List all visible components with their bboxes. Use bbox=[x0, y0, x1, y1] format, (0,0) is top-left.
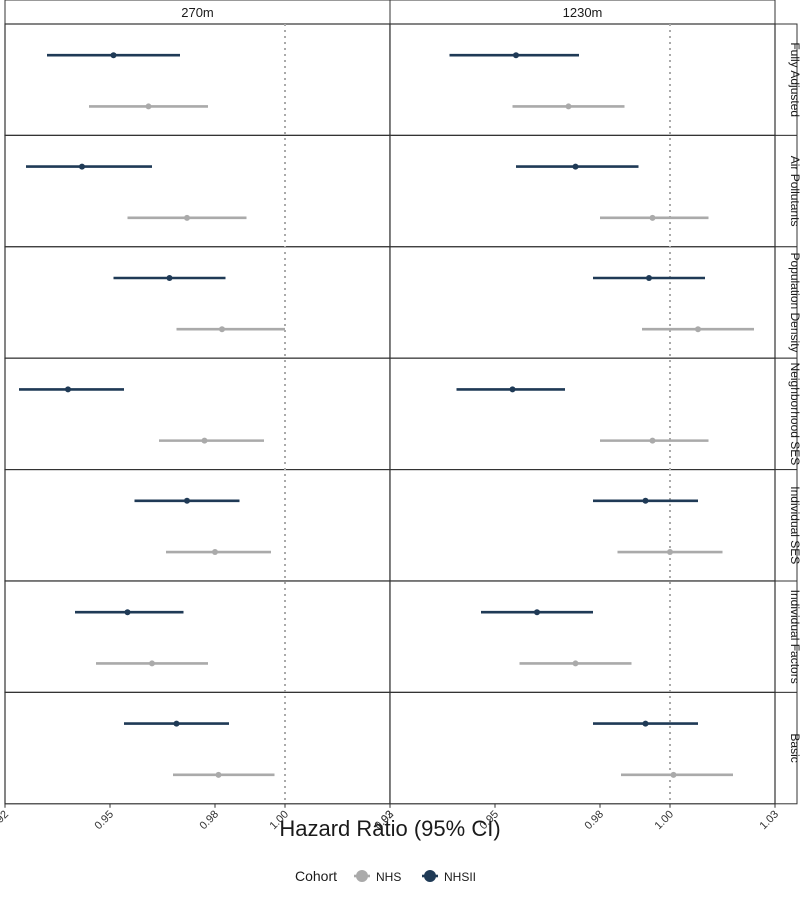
column-strip-label: 270m bbox=[181, 5, 214, 20]
row-strip-label: Air Pollutants bbox=[788, 156, 800, 227]
point-nhs bbox=[149, 660, 155, 667]
point-nhs bbox=[215, 771, 222, 778]
x-tick-label: 0.98 bbox=[582, 808, 606, 832]
point-nhs bbox=[201, 437, 208, 444]
panel-border bbox=[4, 691, 391, 805]
point-nhsii bbox=[65, 386, 71, 393]
point-nhs bbox=[649, 214, 656, 221]
legend-label: NHS bbox=[376, 870, 401, 884]
point-nhsii bbox=[166, 274, 173, 281]
x-tick-label: 0.98 bbox=[197, 808, 221, 832]
panel-border bbox=[4, 23, 391, 137]
column-strip-0 bbox=[4, 0, 391, 25]
x-tick-label: 0.95 bbox=[92, 808, 116, 832]
point-nhsii bbox=[513, 52, 519, 59]
column-strip-label: 1230m bbox=[563, 5, 603, 20]
x-tick-label: 1.03 bbox=[757, 808, 781, 832]
legend-title: Cohort bbox=[295, 868, 337, 884]
panel-border bbox=[4, 357, 391, 471]
point-nhs bbox=[212, 549, 218, 556]
point-nhsii bbox=[173, 720, 180, 727]
legend-key-point bbox=[356, 870, 368, 882]
x-tick-label: 1.00 bbox=[652, 808, 676, 832]
point-nhsii bbox=[509, 386, 516, 393]
point-nhsii bbox=[572, 163, 579, 170]
point-nhs bbox=[572, 660, 579, 667]
panel-border bbox=[389, 134, 776, 248]
legend: Cohort NHS NHSII bbox=[295, 868, 476, 884]
point-nhsii bbox=[642, 720, 649, 727]
row-strip-label: Population Density bbox=[788, 252, 800, 352]
point-nhs bbox=[670, 771, 677, 778]
panel-grid: 270m 1230m Fully Adjusted Air Pollutants Pop… bbox=[0, 0, 800, 832]
panel-border bbox=[4, 134, 391, 248]
row-strip-label: Basic bbox=[788, 733, 800, 762]
point-nhsii bbox=[79, 163, 85, 170]
panel-border bbox=[389, 691, 776, 805]
legend-label: NHSII bbox=[444, 870, 476, 884]
point-nhsii bbox=[534, 609, 540, 616]
point-nhs bbox=[219, 326, 225, 333]
panel-border bbox=[389, 23, 776, 137]
panel-border bbox=[4, 469, 391, 582]
point-nhs bbox=[565, 103, 572, 110]
point-nhs bbox=[667, 549, 673, 556]
row-strip-label: Fully Adjusted bbox=[788, 42, 800, 117]
panel-border bbox=[4, 580, 391, 694]
point-nhsii bbox=[184, 497, 190, 504]
row-strip-label: Individual Factors bbox=[788, 590, 800, 684]
panel-border bbox=[389, 246, 776, 359]
legend-key-point bbox=[424, 870, 436, 882]
row-strip-label: Neighborhood SES bbox=[788, 363, 800, 466]
panel-border bbox=[389, 357, 776, 471]
point-nhsii bbox=[642, 497, 649, 504]
x-axis-title: Hazard Ratio (95% CI) bbox=[279, 816, 500, 841]
point-nhs bbox=[184, 214, 190, 221]
row-strip-label: Individual SES bbox=[788, 486, 800, 564]
point-nhs bbox=[649, 437, 656, 444]
point-nhsii bbox=[124, 609, 131, 616]
point-nhs bbox=[695, 326, 701, 333]
point-nhsii bbox=[110, 52, 117, 59]
panel-border bbox=[389, 469, 776, 582]
point-nhsii bbox=[646, 274, 652, 281]
panel-border bbox=[389, 580, 776, 694]
point-nhs bbox=[145, 103, 152, 110]
column-strip-1 bbox=[389, 0, 776, 25]
x-tick-label: 0.92 bbox=[0, 808, 11, 832]
panel-border bbox=[4, 246, 391, 359]
